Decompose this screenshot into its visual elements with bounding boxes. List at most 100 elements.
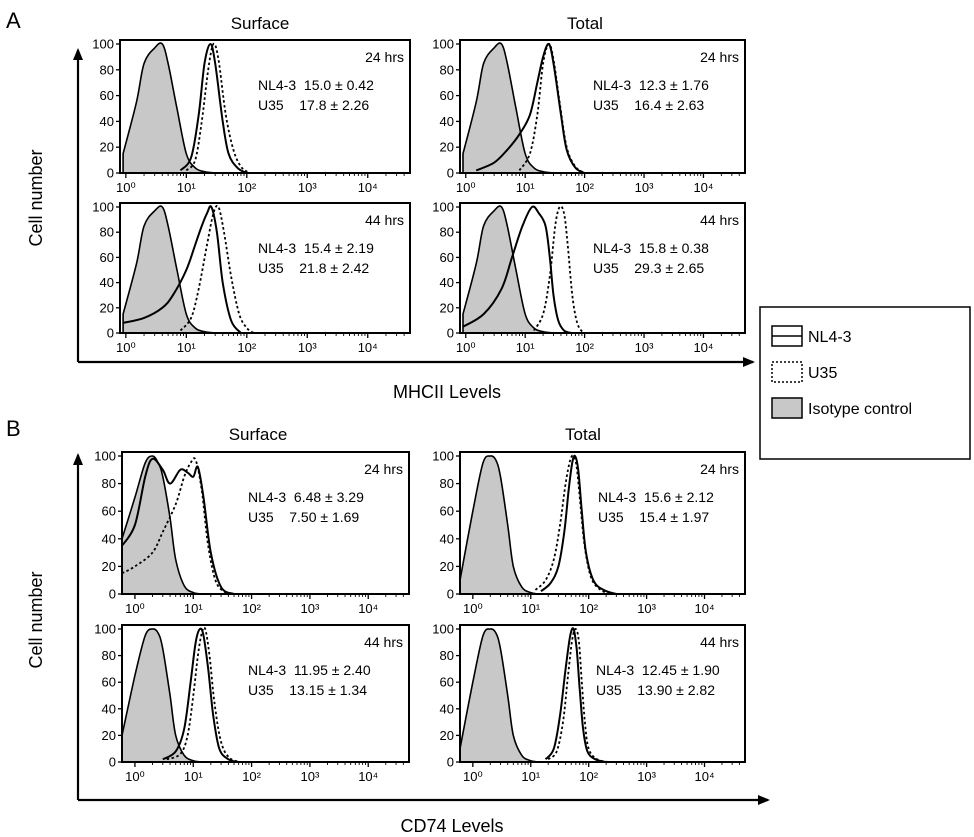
panel-b-y-label: Cell number [26,571,46,668]
series-nl4-3 [179,42,248,173]
x-tick-label: 10¹ [177,340,196,355]
x-tick-label: 10⁰ [116,180,136,195]
x-tick-label: 10² [579,769,598,784]
legend-item-u35: U35 [771,361,837,383]
stat-line: NL4-3 12.45 ± 1.90 [596,662,720,678]
y-tick-label: 20 [440,728,454,743]
y-tick-label: 0 [447,326,454,341]
y-tick-label: 100 [432,200,454,215]
y-tick-label: 60 [102,504,116,519]
histogram-plot-a-surface-44hrs: 0 20 40 60 80 100 10⁰ 10¹ 10² 10³ 10⁴ 44 hrs NL4-3 1… [92,200,411,355]
legend-swatch-filled [771,397,803,419]
y-tick-label: 40 [100,275,114,290]
stat-line: U35 13.90 ± 2.82 [596,682,715,698]
x-tick-label: 10³ [298,340,317,355]
panel-a-surface-title: Surface [231,14,290,33]
y-tick-label: 40 [100,114,114,129]
histogram-plot-b-surface-44hrs: 0 20 40 60 80 100 10⁰ 10¹ 10² 10³ 10⁴ 44 hrs NL4-3 1… [94,622,410,784]
panel-b-total-title: Total [565,425,601,444]
y-tick-label: 0 [109,755,116,770]
y-tick-label: 80 [440,62,454,77]
legend-swatch-dotted [771,361,803,383]
series-u35 [533,205,585,333]
y-tick-label: 80 [440,648,454,663]
y-tick-label: 60 [440,504,454,519]
x-tick-label: 10¹ [184,769,203,784]
panel-b-surface-title: Surface [229,425,288,444]
histogram-plot-b-total-44hrs: 0 20 40 60 80 100 10⁰ 10¹ 10² 10³ 10⁴ 44 hrs NL4-3 1… [432,622,746,784]
stat-line: U35 21.8 ± 2.42 [258,260,369,276]
x-tick-label: 10¹ [521,601,540,616]
y-tick-label: 80 [102,476,116,491]
y-tick-label: 60 [440,675,454,690]
y-tick-label: 100 [94,449,116,464]
y-tick-label: 20 [100,140,114,155]
legend: NL4-3 U35 Isotype control [759,306,971,460]
x-tick-label: 10² [242,601,261,616]
series-isotype-control [460,455,540,594]
x-tick-label: 10⁰ [463,601,483,616]
plot-area [122,42,250,173]
y-tick-label: 20 [102,728,116,743]
x-tick-label: 10³ [301,769,320,784]
x-tick-label: 10³ [637,601,656,616]
series-nl4-3 [475,42,586,173]
series-nl4-3 [122,205,242,333]
plot-frame [121,624,410,763]
x-tick-label: 10³ [637,769,656,784]
series-nl4-3 [162,627,239,762]
time-label: 24 hrs [700,49,739,65]
stat-line: U35 15.4 ± 1.97 [598,509,709,525]
y-tick-label: 20 [102,559,116,574]
legend-item-isotype: Isotype control [771,397,912,419]
y-tick-label: 100 [432,449,454,464]
stat-line: NL4-3 12.3 ± 1.76 [593,77,709,93]
series-u35 [547,628,609,762]
y-tick-label: 60 [102,675,116,690]
series-u35 [122,457,230,594]
y-tick-label: 0 [447,166,454,181]
panel-b-letter: B [6,416,21,441]
panel-b-x-label: CD74 Levels [400,816,503,836]
x-tick-label: 10⁴ [694,769,714,784]
y-tick-label: 20 [440,140,454,155]
x-tick-label: 10⁴ [693,340,713,355]
y-tick-label: 0 [107,166,114,181]
stat-line: U35 13.15 ± 1.34 [248,682,367,698]
y-tick-label: 40 [440,531,454,546]
x-tick-label: 10¹ [521,769,540,784]
y-tick-label: 100 [92,200,114,215]
legend-label-isotype: Isotype control [808,401,912,418]
y-tick-label: 80 [100,62,114,77]
plot-frame [459,624,746,763]
x-tick-label: 10⁴ [693,180,713,195]
x-tick-label: 10⁴ [694,601,714,616]
y-tick-label: 20 [440,559,454,574]
time-label: 44 hrs [700,634,739,650]
x-tick-label: 10² [575,340,594,355]
x-tick-label: 10² [575,180,594,195]
y-tick-label: 60 [440,88,454,103]
y-tick-label: 40 [440,275,454,290]
histogram-plot-b-total-24hrs: 0 20 40 60 80 100 10⁰ 10¹ 10² 10³ 10⁴ 24 hrs NL4-3 1… [432,449,746,616]
series-nl4-3 [544,627,607,762]
y-tick-label: 100 [94,622,116,637]
series-isotype-control [122,628,202,762]
stat-line: U35 7.50 ± 1.69 [248,509,359,525]
plot-area [462,205,585,333]
x-tick-label: 10⁰ [463,769,483,784]
x-tick-label: 10³ [635,340,654,355]
x-tick-label: 10¹ [177,180,196,195]
y-tick-label: 0 [447,587,454,602]
y-tick-label: 80 [100,225,114,240]
y-tick-label: 40 [102,701,116,716]
time-label: 44 hrs [364,634,403,650]
x-tick-label: 10⁰ [125,769,145,784]
time-label: 24 hrs [365,49,404,65]
y-tick-label: 60 [100,250,114,265]
time-label: 44 hrs [365,212,404,228]
plot-area [122,455,235,594]
stat-line: NL4-3 15.4 ± 2.19 [258,240,374,256]
y-tick-label: 60 [440,250,454,265]
